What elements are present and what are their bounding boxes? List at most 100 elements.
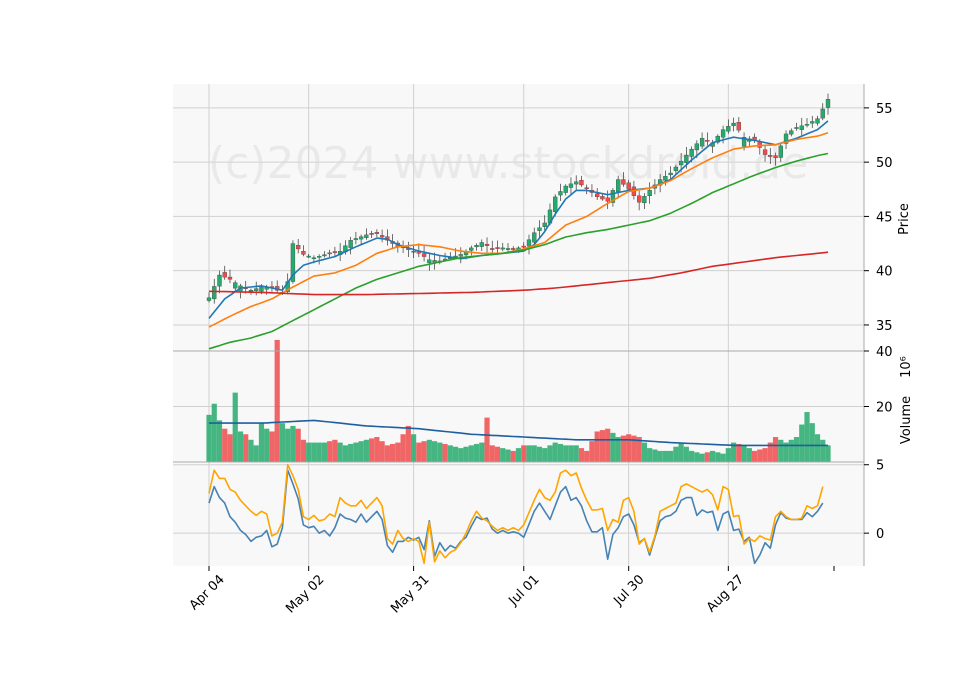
candle-body-50 <box>469 247 474 251</box>
candle-89 <box>673 164 679 175</box>
candle-117 <box>820 103 825 121</box>
candle-67 <box>558 183 563 201</box>
candle-41 <box>421 245 427 262</box>
volume-bar-106 <box>762 448 768 462</box>
candle-111 <box>789 128 794 137</box>
candle-0 <box>206 292 212 303</box>
candle-body-29 <box>358 236 364 240</box>
candle-body-52 <box>479 242 484 247</box>
volume-bar-112 <box>793 437 800 462</box>
volume-bar-115 <box>809 423 815 462</box>
candle-body-4 <box>227 276 233 280</box>
candle-body-99 <box>726 126 731 132</box>
volume-bar-48 <box>458 448 464 462</box>
volume-bar-49 <box>463 446 469 462</box>
candle-body-112 <box>794 127 799 129</box>
candle-body-58 <box>511 248 516 250</box>
volume-bar-89 <box>673 446 679 462</box>
candle-84 <box>647 182 652 204</box>
candle-33 <box>379 229 385 243</box>
candle-55 <box>495 240 500 254</box>
x-tick-label-0: Apr 04 <box>187 572 228 613</box>
y-tick-label-volume-1: 40 <box>876 345 893 360</box>
candle-50 <box>469 245 474 256</box>
candle-76 <box>605 190 610 209</box>
candle-body-17 <box>296 245 301 250</box>
volume-bar-66 <box>552 442 558 462</box>
volume-bar-33 <box>379 441 385 462</box>
x-tick-label-4: Jul 30 <box>610 572 647 609</box>
volume-bar-93 <box>694 452 700 462</box>
volume-bar-7 <box>243 434 249 462</box>
candle-body-89 <box>673 166 679 171</box>
volume-bar-80 <box>626 434 632 462</box>
candle-body-109 <box>778 145 783 158</box>
volume-bar-71 <box>578 448 585 462</box>
volume-bar-61 <box>526 445 532 462</box>
volume-bar-17 <box>295 428 301 462</box>
candle-body-5 <box>233 282 238 289</box>
volume-bar-67 <box>557 443 564 462</box>
candle-116 <box>815 115 820 126</box>
candle-body-117 <box>820 108 825 119</box>
candle-2 <box>217 270 222 294</box>
candle-114 <box>804 118 810 128</box>
candle-18 <box>301 245 306 257</box>
candle-body-39 <box>411 250 416 253</box>
volume-bar-85 <box>652 449 658 462</box>
volume-bar-36 <box>395 442 401 462</box>
volume-bar-117 <box>820 439 826 462</box>
candle-body-60 <box>521 245 526 248</box>
candle-body-61 <box>526 239 532 247</box>
candle-body-51 <box>474 245 479 248</box>
candle-body-70 <box>574 181 579 185</box>
volume-bar-100 <box>730 442 737 462</box>
candle-body-30 <box>364 234 369 238</box>
candle-body-76 <box>605 197 610 202</box>
candle-body-72 <box>584 187 589 189</box>
y-tick-label-price-2: 45 <box>876 210 893 225</box>
candle-24 <box>332 246 338 258</box>
volume-bar-94 <box>699 453 705 462</box>
volume-bar-16 <box>290 425 296 462</box>
volume-bar-56 <box>500 448 506 462</box>
volume-bar-12 <box>269 431 275 462</box>
candle-3 <box>222 265 227 280</box>
candle-body-21 <box>317 256 322 258</box>
volume-bar-11 <box>264 428 270 462</box>
candle-body-48 <box>458 254 463 257</box>
candle-body-23 <box>327 252 332 255</box>
volume-bar-76 <box>605 428 611 462</box>
candle-63 <box>537 220 542 239</box>
volume-bar-29 <box>358 441 364 462</box>
volume-bar-34 <box>384 445 390 462</box>
y-tick-label-price-4: 55 <box>876 102 893 117</box>
candle-body-10 <box>259 286 264 292</box>
candle-body-82 <box>637 195 642 203</box>
volume-bar-24 <box>332 439 338 462</box>
volume-bar-63 <box>536 446 543 462</box>
volume-bar-40 <box>416 442 422 462</box>
candle-body-62 <box>532 232 537 243</box>
volume-bar-98 <box>720 453 726 462</box>
candle-body-97 <box>715 135 720 143</box>
candle-30 <box>364 228 369 240</box>
volume-axis-label: Volume <box>899 396 914 444</box>
candle-body-100 <box>731 122 736 126</box>
candle-body-56 <box>500 247 505 250</box>
candle-body-22 <box>322 254 327 257</box>
candle-body-9 <box>254 288 259 291</box>
candle-body-1 <box>212 286 217 300</box>
candle-39 <box>411 245 416 259</box>
candle-body-33 <box>379 235 385 238</box>
candle-body-107 <box>768 155 773 157</box>
volume-bar-59 <box>515 448 522 462</box>
candle-body-55 <box>495 247 500 249</box>
candle-77 <box>610 188 616 207</box>
x-tick-label-2: May 31 <box>388 572 432 616</box>
candle-body-24 <box>332 251 338 253</box>
volume-bar-30 <box>363 439 369 462</box>
volume-bar-82 <box>636 437 642 462</box>
series-line-ma_slow <box>208 152 829 350</box>
